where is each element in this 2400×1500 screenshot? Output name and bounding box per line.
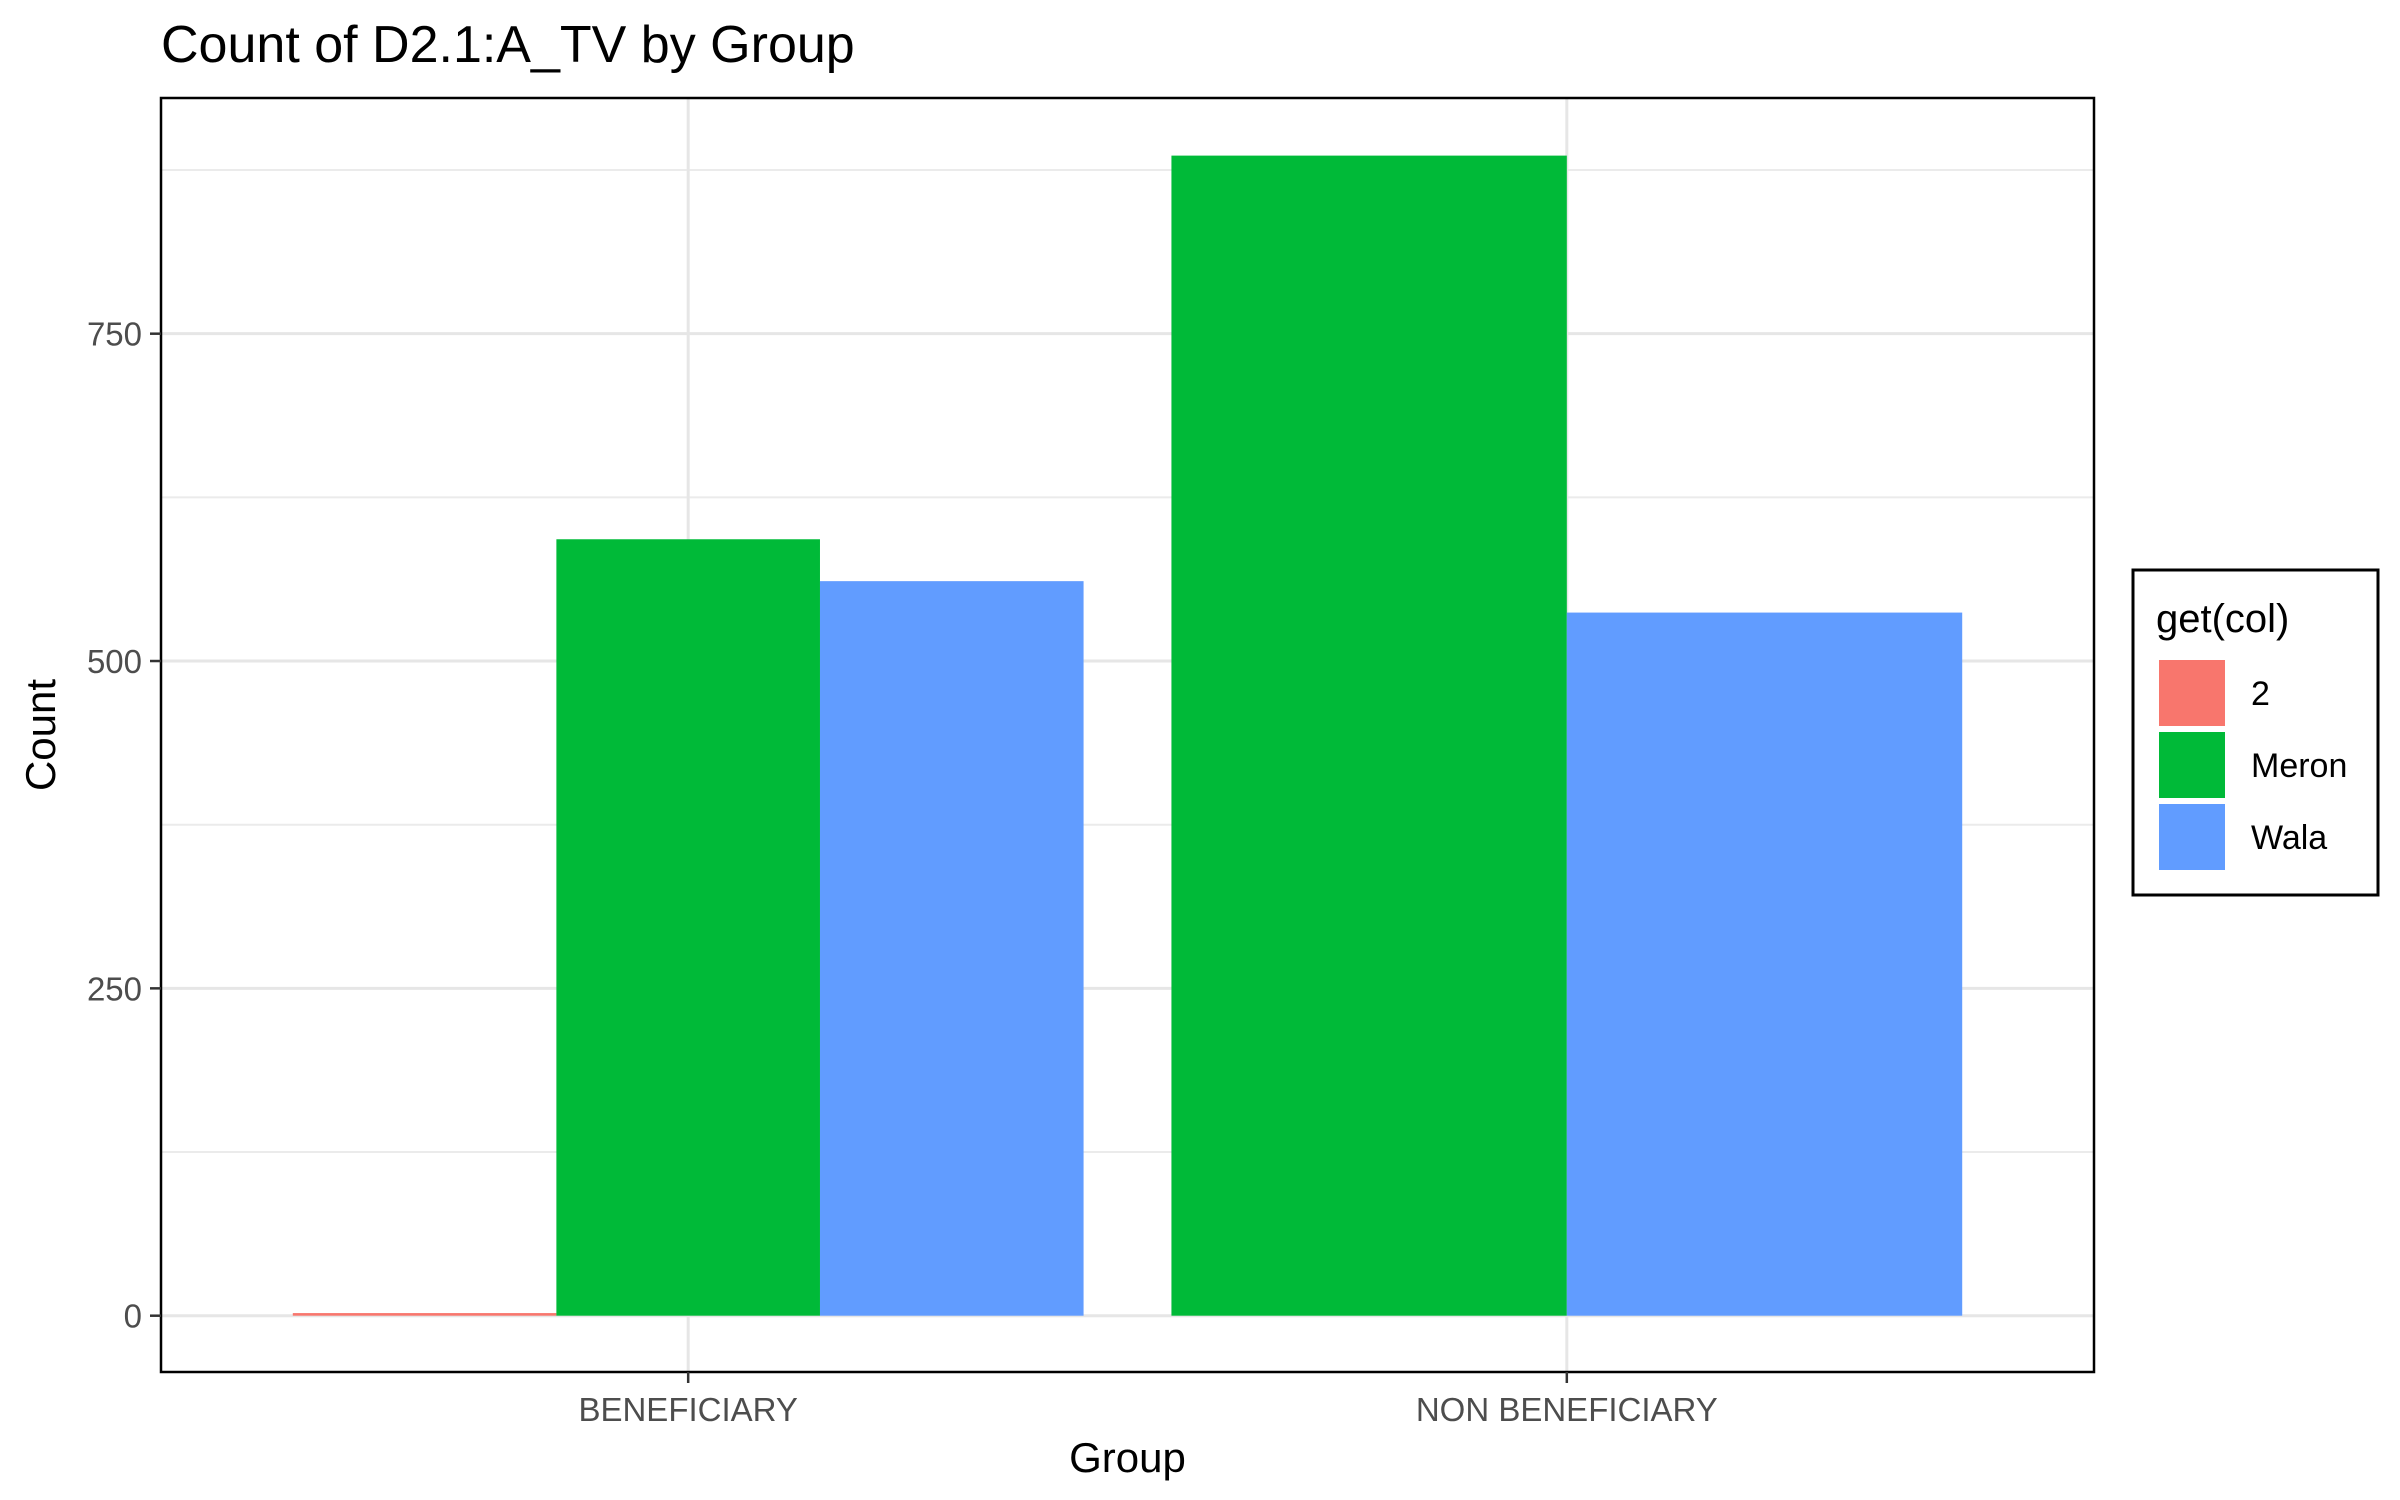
bars	[292, 155, 1963, 1316]
y-tick-label: 750	[87, 316, 142, 353]
bar-wala-beneficiary	[819, 581, 1084, 1316]
bar-meron-beneficiary	[556, 539, 820, 1316]
legend-items: 2 Meron Wala	[2159, 660, 2347, 870]
legend-key-meron	[2159, 732, 2225, 798]
y-axis-ticks: 0 250 500 750	[87, 316, 161, 1335]
x-axis-title: Group	[1069, 1434, 1186, 1481]
bar-meron-non-beneficiary	[1171, 155, 1567, 1316]
plot-panel-border	[159, 96, 2096, 1374]
chart-title: Count of D2.1:A_TV by Group	[161, 16, 855, 74]
x-tick-label: BENEFICIARY	[578, 1391, 797, 1428]
bar-wala-non-beneficiary	[1566, 612, 1963, 1316]
y-tick-label: 250	[87, 970, 142, 1007]
legend-label-meron: Meron	[2251, 747, 2347, 785]
legend-title: get(col)	[2156, 597, 2289, 641]
x-axis-ticks: BENEFICIARY NON BENEFICIARY	[578, 1372, 1718, 1428]
y-tick-label: 0	[124, 1298, 142, 1335]
legend-key-2	[2159, 660, 2225, 726]
y-axis-title: Count	[17, 679, 64, 791]
y-tick-label: 500	[87, 643, 142, 680]
legend-key-wala	[2159, 804, 2225, 870]
bar-2-beneficiary	[292, 1313, 557, 1316]
x-tick-label: NON BENEFICIARY	[1416, 1391, 1718, 1428]
legend-label-2: 2	[2251, 675, 2270, 713]
legend-label-wala: Wala	[2251, 819, 2327, 857]
legend: get(col) 2 Meron Wala	[2131, 568, 2380, 897]
